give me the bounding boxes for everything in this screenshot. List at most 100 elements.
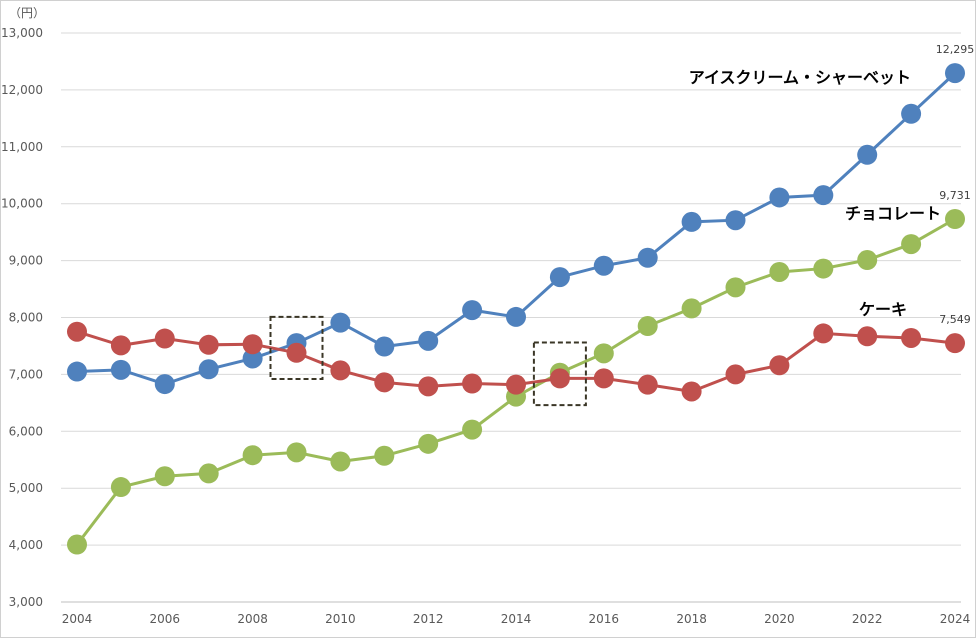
x-tick-label: 2010: [325, 612, 356, 626]
data-point: [681, 298, 702, 319]
x-tick-label: 2014: [501, 612, 532, 626]
data-point: [242, 445, 263, 466]
series-labels: 12,295 アイスクリーム・シャーベット 9,731 チョコレート 7,549 ケーキ: [689, 43, 975, 326]
data-point: [154, 374, 175, 395]
y-unit-label: （円）: [9, 6, 45, 20]
x-tick-label: 2008: [237, 612, 268, 626]
data-point: [374, 336, 395, 357]
data-point: [725, 364, 746, 385]
highlight-box: [269, 315, 324, 380]
data-point: [67, 361, 87, 382]
data-point: [198, 334, 219, 355]
data-point: [154, 466, 175, 487]
highlight-box: [532, 341, 587, 407]
end-value-label: 7,549: [939, 313, 971, 326]
data-point: [945, 333, 965, 354]
x-axis-ticks: 2004 2006 2008 2010 2012 2014 2016 2018 2020 2022…: [62, 612, 971, 626]
highlight-boxes: [269, 315, 587, 407]
y-tick-label: 10,000: [1, 197, 43, 211]
data-point: [286, 342, 307, 363]
data-point: [506, 374, 526, 395]
y-tick-label: 5,000: [9, 481, 43, 495]
data-point: [593, 343, 614, 364]
data-point: [857, 250, 878, 271]
data-point: [242, 348, 263, 369]
data-point: [330, 312, 351, 333]
series-1: [67, 209, 965, 555]
data-point: [110, 335, 131, 356]
y-axis-ticks: 3,000 4,000 5,000 6,000 7,000 8,000 9,000 10,00…: [1, 26, 43, 609]
data-point: [681, 211, 702, 232]
data-point: [330, 451, 351, 472]
x-tick-label: 2022: [852, 612, 883, 626]
data-point: [637, 374, 658, 395]
data-point: [901, 327, 922, 348]
data-point: [637, 247, 658, 268]
series-2: [67, 321, 965, 402]
data-point: [418, 330, 439, 351]
series-name-label: チョコレート: [845, 204, 941, 223]
data-point: [637, 316, 658, 337]
x-tick-label: 2018: [676, 612, 707, 626]
data-point: [945, 63, 965, 84]
data-point: [901, 103, 922, 124]
data-point: [110, 477, 131, 498]
data-point: [286, 442, 307, 463]
data-point: [549, 368, 570, 389]
y-tick-label: 4,000: [9, 538, 43, 552]
y-tick-label: 13,000: [1, 26, 43, 40]
x-tick-label: 2024: [940, 612, 971, 626]
data-point: [901, 234, 922, 255]
data-point: [725, 277, 746, 298]
data-point: [110, 359, 131, 380]
data-point: [549, 267, 570, 288]
data-point: [769, 355, 790, 376]
data-point: [769, 187, 790, 208]
series-name-label: アイスクリーム・シャーベット: [689, 68, 911, 87]
y-tick-label: 11,000: [1, 140, 43, 154]
data-point: [198, 463, 219, 484]
data-point: [242, 334, 263, 355]
y-tick-label: 7,000: [9, 367, 43, 381]
y-tick-label: 8,000: [9, 311, 43, 325]
end-value-label: 12,295: [936, 43, 975, 56]
x-tick-label: 2012: [413, 612, 444, 626]
data-point: [506, 306, 526, 327]
x-tick-label: 2006: [150, 612, 181, 626]
data-point: [462, 419, 483, 440]
data-point: [374, 445, 395, 466]
data-point: [418, 376, 439, 397]
data-point: [593, 255, 614, 276]
data-point: [857, 144, 878, 165]
data-point: [198, 359, 219, 380]
series-lines: [67, 63, 965, 555]
data-point: [67, 534, 87, 555]
data-point: [462, 300, 483, 321]
end-value-label: 9,731: [939, 189, 971, 202]
data-point: [945, 209, 965, 230]
data-point: [725, 210, 746, 231]
data-point: [418, 433, 439, 454]
y-tick-label: 3,000: [9, 595, 43, 609]
y-tick-label: 6,000: [9, 424, 43, 438]
y-tick-label: 9,000: [9, 254, 43, 268]
x-tick-label: 2016: [589, 612, 620, 626]
x-tick-label: 2020: [764, 612, 795, 626]
series-0: [67, 63, 965, 395]
data-point: [857, 326, 878, 347]
series-name-label: ケーキ: [859, 300, 907, 319]
x-tick-label: 2004: [62, 612, 93, 626]
data-point: [813, 323, 834, 344]
data-point: [154, 328, 175, 349]
data-point: [813, 258, 834, 279]
data-point: [593, 368, 614, 389]
data-point: [374, 372, 395, 393]
data-point: [813, 185, 834, 206]
data-point: [681, 381, 702, 402]
data-point: [769, 261, 790, 282]
data-point: [67, 321, 87, 342]
data-point: [462, 373, 483, 394]
y-tick-label: 12,000: [1, 83, 43, 97]
